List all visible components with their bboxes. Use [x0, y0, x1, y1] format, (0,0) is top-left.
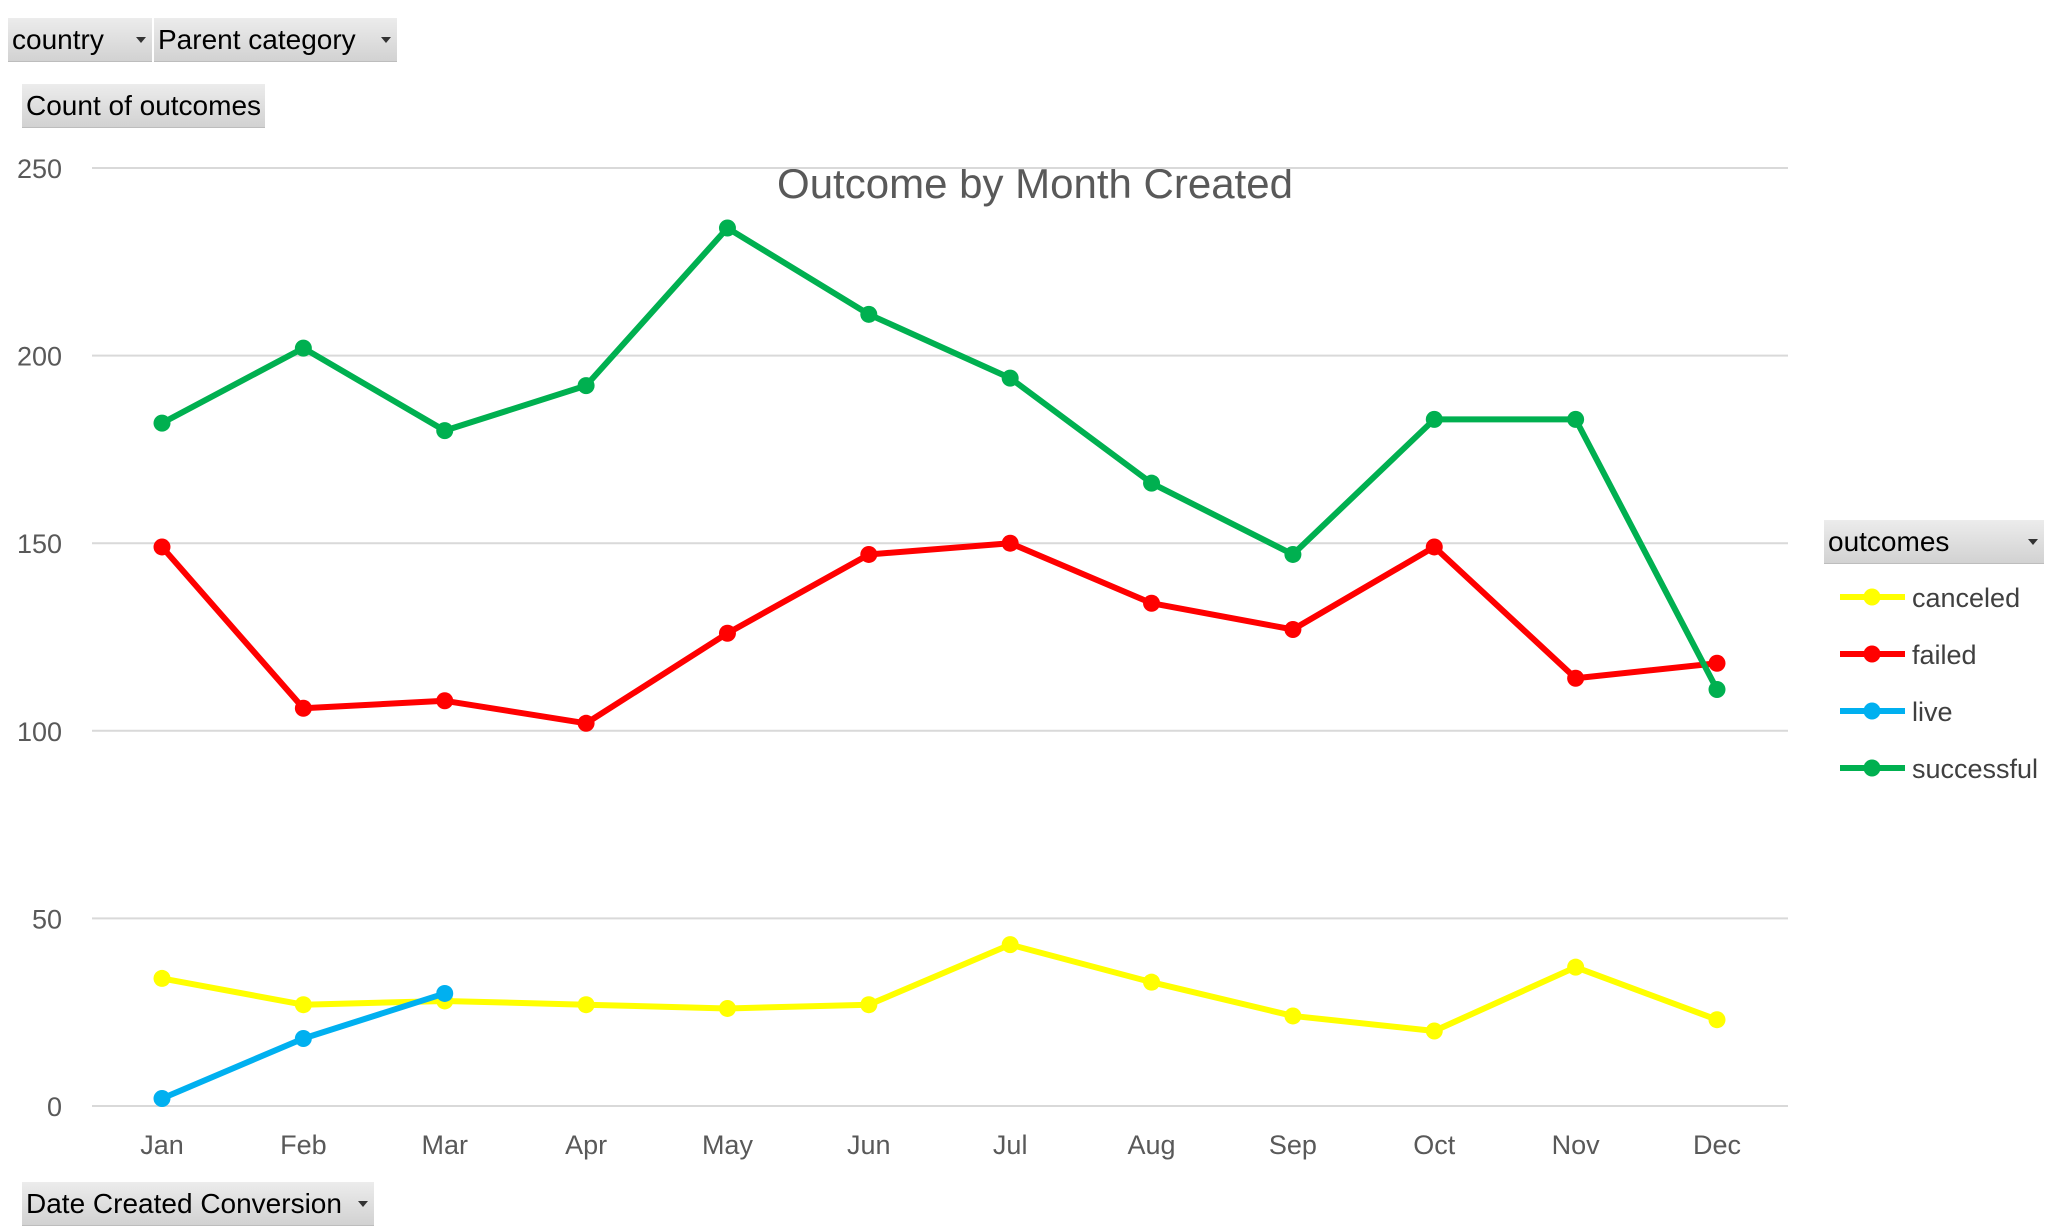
legend-label: canceled [1912, 583, 2020, 613]
data-point-canceled [1708, 1011, 1726, 1029]
data-point-successful [860, 305, 878, 323]
data-point-failed [436, 692, 454, 710]
legend-field-label: outcomes [1828, 525, 1950, 557]
axis-field-label: Date Created Conversion [26, 1187, 342, 1219]
data-point-canceled [718, 999, 736, 1017]
y-tick-label: 100 [17, 717, 62, 747]
data-point-canceled [577, 996, 595, 1014]
y-tick-label: 200 [17, 342, 62, 372]
data-point-canceled [1284, 1007, 1302, 1025]
legend-marker-live [1863, 702, 1881, 720]
x-tick-label: Jul [993, 1130, 1028, 1160]
legend-item-canceled[interactable]: canceled [1840, 583, 2020, 613]
legend-marker-successful [1863, 759, 1881, 777]
x-tick-label: May [702, 1130, 754, 1160]
data-point-failed [1284, 620, 1302, 638]
x-tick-label: Feb [280, 1130, 327, 1160]
data-point-failed [1143, 594, 1161, 612]
data-point-canceled [1425, 1022, 1443, 1040]
legend-item-successful[interactable]: successful [1840, 754, 2038, 784]
values-field-button[interactable]: Count of outcomes [22, 84, 265, 128]
data-point-successful [718, 219, 736, 237]
dropdown-arrow-icon[interactable] [358, 1200, 368, 1207]
country-filter-label: country [12, 23, 104, 55]
gridlines [92, 167, 1788, 1107]
data-point-canceled [294, 996, 312, 1014]
data-point-failed [1567, 669, 1585, 687]
y-axis: 0 50 100 150 200 250 [17, 154, 62, 1122]
series-line-failed [159, 540, 1720, 727]
series-canceled [153, 936, 1726, 1040]
x-tick-label: Dec [1693, 1130, 1741, 1160]
data-point-failed [1425, 538, 1443, 556]
data-point-failed [294, 699, 312, 717]
legend-label: successful [1912, 754, 2038, 784]
x-tick-label: Jun [847, 1130, 891, 1160]
data-point-failed [153, 538, 171, 556]
data-point-failed [718, 624, 736, 642]
data-point-successful [1425, 410, 1443, 428]
values-field-label: Count of outcomes [26, 89, 262, 121]
data-point-successful [1567, 410, 1585, 428]
y-tick-label: 250 [17, 154, 62, 184]
data-point-live [153, 1089, 171, 1107]
data-point-live [294, 1029, 312, 1047]
parent-category-filter-button[interactable]: Parent category [154, 18, 397, 62]
data-point-canceled [1001, 936, 1019, 954]
data-point-successful [153, 414, 171, 432]
series-group [153, 219, 1726, 1107]
legend-item-failed[interactable]: failed [1840, 640, 1977, 670]
series-line-successful [159, 225, 1720, 693]
data-point-canceled [153, 969, 171, 987]
data-point-successful [1001, 369, 1019, 387]
dropdown-arrow-icon[interactable] [2028, 538, 2038, 545]
dropdown-arrow-icon[interactable] [136, 36, 146, 43]
data-point-canceled [1567, 958, 1585, 976]
series-line-canceled [159, 941, 1720, 1034]
data-point-successful [1143, 474, 1161, 492]
data-point-successful [436, 422, 454, 440]
dropdown-arrow-icon[interactable] [381, 36, 391, 43]
x-axis: Jan Feb Mar Apr May Jun Jul Aug Sep Oct Nov Dec [140, 1130, 1741, 1160]
data-point-successful [577, 377, 595, 395]
legend-label: failed [1912, 640, 1977, 670]
series-successful [153, 219, 1726, 699]
x-tick-label: Oct [1413, 1130, 1456, 1160]
legend-item-live[interactable]: live [1840, 697, 1953, 727]
legend: canceled failed live successful [1840, 583, 2038, 784]
axis-field-button[interactable]: Date Created Conversion [22, 1182, 374, 1226]
x-tick-label: Sep [1269, 1130, 1317, 1160]
x-tick-label: Apr [565, 1130, 607, 1160]
y-tick-label: 150 [17, 529, 62, 559]
data-point-successful [294, 339, 312, 357]
data-point-failed [1708, 654, 1726, 672]
legend-marker-failed [1863, 645, 1881, 663]
parent-category-filter-label: Parent category [158, 23, 356, 55]
x-tick-label: Nov [1552, 1130, 1601, 1160]
legend-label: live [1912, 697, 1953, 727]
data-point-live [436, 984, 454, 1002]
legend-marker-canceled [1863, 588, 1881, 606]
data-point-successful [1284, 545, 1302, 563]
series-failed [153, 534, 1726, 732]
y-tick-label: 0 [47, 1092, 62, 1122]
x-tick-label: Aug [1128, 1130, 1176, 1160]
x-tick-label: Mar [421, 1130, 468, 1160]
data-point-canceled [1143, 973, 1161, 991]
x-tick-label: Jan [140, 1130, 184, 1160]
data-point-failed [577, 714, 595, 732]
country-filter-button[interactable]: country [8, 18, 152, 62]
series-live [153, 984, 454, 1107]
data-point-failed [860, 545, 878, 563]
y-tick-label: 50 [32, 904, 62, 934]
data-point-successful [1708, 681, 1726, 699]
data-point-canceled [860, 996, 878, 1014]
data-point-failed [1001, 534, 1019, 552]
legend-field-button[interactable]: outcomes [1824, 520, 2044, 564]
